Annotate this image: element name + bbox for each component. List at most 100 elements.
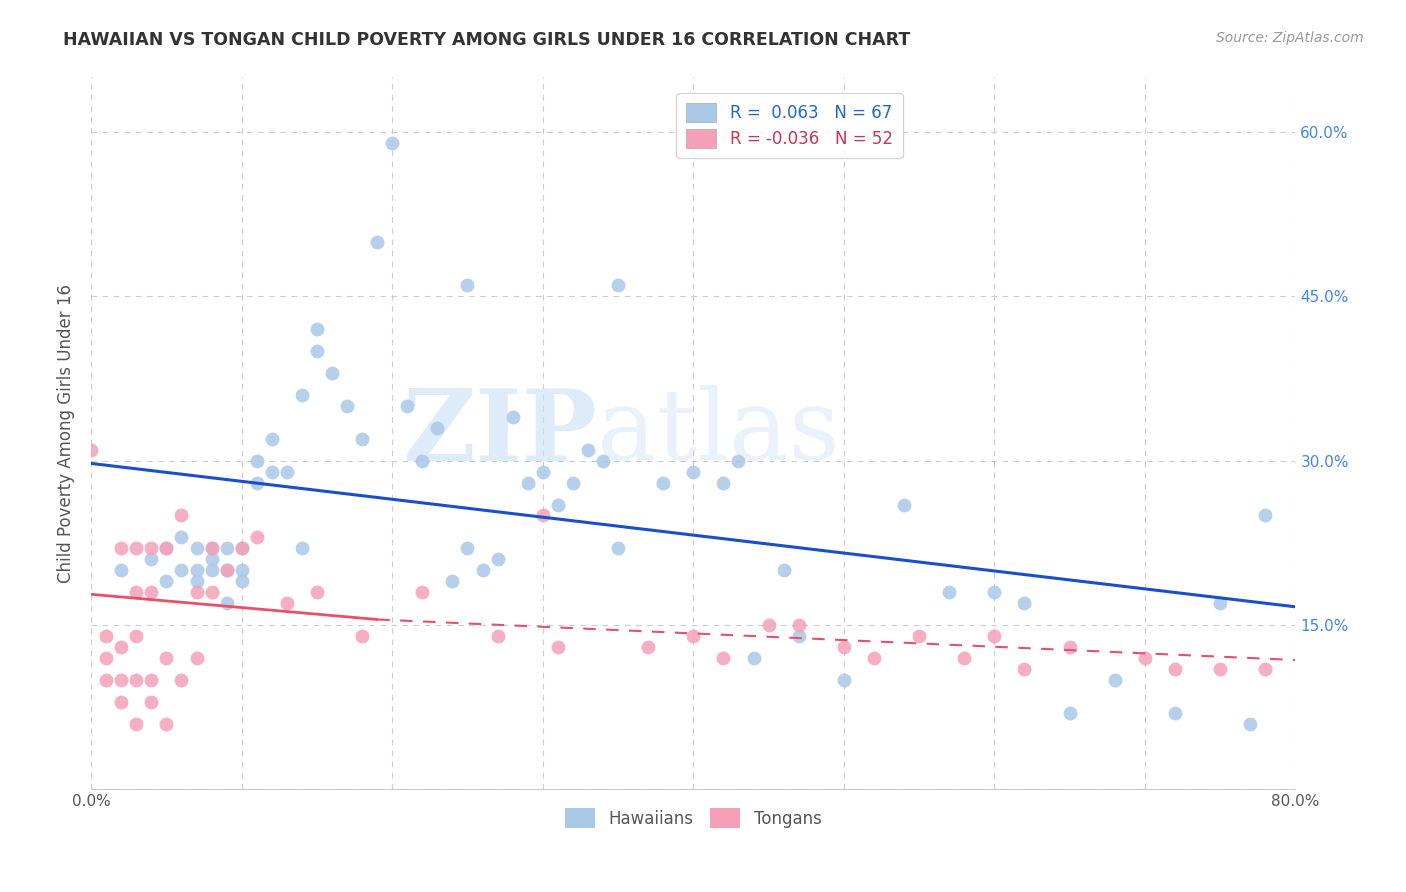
Point bbox=[652, 475, 675, 490]
Point bbox=[787, 618, 810, 632]
Point bbox=[125, 541, 148, 556]
Point bbox=[96, 650, 118, 665]
Point bbox=[1014, 596, 1036, 610]
Point bbox=[305, 585, 328, 599]
Point bbox=[215, 563, 238, 577]
Point bbox=[110, 563, 132, 577]
Point bbox=[893, 498, 915, 512]
Point bbox=[953, 650, 976, 665]
Point bbox=[336, 399, 359, 413]
Point bbox=[531, 508, 554, 523]
Point bbox=[200, 552, 222, 566]
Point bbox=[561, 475, 583, 490]
Point bbox=[457, 278, 479, 293]
Point bbox=[983, 585, 1005, 599]
Point bbox=[411, 585, 433, 599]
Point bbox=[260, 432, 283, 446]
Point bbox=[531, 465, 554, 479]
Text: Source: ZipAtlas.com: Source: ZipAtlas.com bbox=[1216, 31, 1364, 45]
Point bbox=[832, 673, 855, 687]
Point bbox=[908, 629, 931, 643]
Point bbox=[125, 585, 148, 599]
Point bbox=[863, 650, 886, 665]
Point bbox=[80, 442, 103, 457]
Point bbox=[200, 541, 222, 556]
Point bbox=[1164, 662, 1187, 676]
Point bbox=[186, 541, 208, 556]
Point bbox=[352, 432, 374, 446]
Point bbox=[1209, 662, 1232, 676]
Point bbox=[713, 475, 735, 490]
Point bbox=[186, 574, 208, 589]
Point bbox=[592, 453, 614, 467]
Point bbox=[141, 695, 163, 709]
Point bbox=[125, 673, 148, 687]
Point bbox=[170, 508, 193, 523]
Point bbox=[381, 136, 404, 150]
Point bbox=[727, 453, 749, 467]
Text: atlas: atlas bbox=[598, 385, 839, 481]
Point bbox=[200, 585, 222, 599]
Point bbox=[1133, 650, 1156, 665]
Point bbox=[110, 695, 132, 709]
Point bbox=[713, 650, 735, 665]
Point bbox=[607, 541, 630, 556]
Point bbox=[276, 596, 298, 610]
Point bbox=[155, 541, 177, 556]
Point bbox=[938, 585, 960, 599]
Point bbox=[141, 541, 163, 556]
Point bbox=[983, 629, 1005, 643]
Point bbox=[305, 344, 328, 359]
Point bbox=[200, 563, 222, 577]
Point bbox=[170, 530, 193, 544]
Point bbox=[486, 629, 509, 643]
Point bbox=[200, 541, 222, 556]
Point bbox=[471, 563, 494, 577]
Point bbox=[155, 574, 177, 589]
Point bbox=[141, 585, 163, 599]
Point bbox=[291, 388, 314, 402]
Point bbox=[170, 563, 193, 577]
Point bbox=[576, 442, 599, 457]
Point bbox=[141, 552, 163, 566]
Point bbox=[1059, 640, 1081, 654]
Point bbox=[607, 278, 630, 293]
Point bbox=[231, 574, 253, 589]
Point bbox=[125, 629, 148, 643]
Point bbox=[396, 399, 419, 413]
Point bbox=[125, 716, 148, 731]
Point bbox=[426, 421, 449, 435]
Point bbox=[110, 541, 132, 556]
Point bbox=[231, 541, 253, 556]
Point bbox=[682, 629, 704, 643]
Point bbox=[637, 640, 659, 654]
Point bbox=[141, 673, 163, 687]
Point bbox=[305, 322, 328, 336]
Point bbox=[682, 465, 704, 479]
Point bbox=[215, 596, 238, 610]
Point bbox=[1059, 706, 1081, 720]
Point bbox=[291, 541, 314, 556]
Point bbox=[486, 552, 509, 566]
Point bbox=[276, 465, 298, 479]
Point bbox=[231, 563, 253, 577]
Point bbox=[366, 235, 388, 249]
Point bbox=[1254, 662, 1277, 676]
Point bbox=[547, 640, 569, 654]
Point bbox=[441, 574, 464, 589]
Point bbox=[170, 673, 193, 687]
Point bbox=[1014, 662, 1036, 676]
Point bbox=[411, 453, 433, 467]
Point bbox=[186, 650, 208, 665]
Point bbox=[352, 629, 374, 643]
Point bbox=[516, 475, 538, 490]
Point bbox=[1104, 673, 1126, 687]
Point bbox=[832, 640, 855, 654]
Point bbox=[772, 563, 794, 577]
Point bbox=[155, 650, 177, 665]
Point bbox=[502, 409, 524, 424]
Point bbox=[742, 650, 765, 665]
Point bbox=[1239, 716, 1261, 731]
Point bbox=[321, 366, 343, 380]
Text: ZIP: ZIP bbox=[402, 384, 598, 482]
